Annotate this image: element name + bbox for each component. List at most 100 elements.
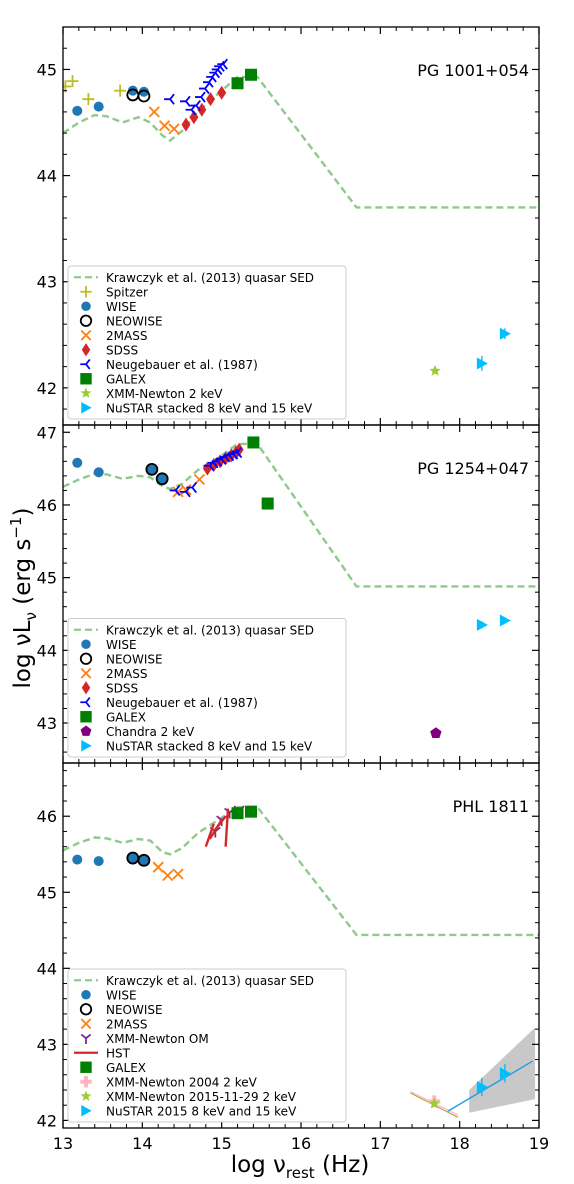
legend-label: XMM-Newton OM: [106, 1032, 209, 1046]
y-tick-label: 44: [37, 641, 57, 660]
series-galex: [231, 68, 258, 90]
legend-label: Krawczyk et al. (2013) quasar SED: [106, 623, 314, 637]
legend-label: NEOWISE: [106, 1003, 163, 1017]
series-neowise: [126, 88, 151, 103]
legend-marker: [79, 652, 93, 665]
legend-marker: [80, 1090, 92, 1101]
panel-1: 42 43 44 45 PG 1001+054 Krawczyk et al. (2013…: [37, 26, 540, 426]
legend-box: [67, 618, 347, 758]
y-tick-label: 44: [37, 959, 57, 978]
x-tick-label: 19: [529, 1134, 549, 1153]
y-tick-label: 46: [37, 496, 57, 515]
legend-marker: [81, 1105, 92, 1117]
data-point: [430, 727, 442, 739]
y-axis-label-main: log νL: [10, 620, 36, 688]
series-nustar-stacked-8-kev-and-15-kev: [476, 614, 511, 631]
data-point: [429, 364, 441, 376]
data-point: [155, 472, 169, 486]
panel-3: 42 43 44 45 46 PHL 1811 Krawczyk et al. (2013)…: [37, 762, 540, 1130]
data-point: [127, 853, 138, 864]
data-point: [231, 447, 243, 459]
data-point: [114, 84, 127, 97]
data-point: [93, 856, 104, 867]
series-galex: [231, 805, 258, 820]
data-point: [247, 436, 260, 449]
y-tick-label: 45: [37, 569, 57, 588]
data-point: [189, 110, 199, 125]
legend-marker: [81, 402, 92, 414]
series-galex: [247, 436, 274, 510]
legend-label: XMM-Newton 2 keV: [106, 387, 223, 401]
data-point: [499, 614, 511, 627]
legend-label: HST: [106, 1046, 131, 1060]
data-point: [195, 91, 206, 103]
legend-marker: [80, 1076, 92, 1088]
y-axis-label: log νLν (erg s−1): [7, 508, 40, 689]
legend-marker: [80, 286, 92, 298]
x-axis-label: log νrest (Hz): [231, 1152, 370, 1182]
data-point: [499, 1067, 511, 1080]
legend-marker: [81, 681, 91, 695]
y-tick-label: 44: [37, 167, 57, 186]
data-point: [206, 92, 216, 107]
data-point: [146, 464, 157, 475]
legend-marker: [80, 387, 92, 398]
data-point: [179, 95, 191, 107]
legend-marker: [81, 740, 92, 752]
data-point: [169, 484, 181, 496]
data-point: [72, 854, 83, 865]
series-neowise: [126, 851, 151, 867]
legend-label: SDSS: [106, 343, 138, 357]
legend-marker: [79, 1003, 93, 1016]
legend-box: [67, 968, 347, 1123]
data-point: [199, 82, 210, 95]
data-point: [145, 462, 159, 476]
hst-segment: [204, 823, 215, 848]
legend: Krawczyk et al. (2013) quasar SEDWISENEO…: [67, 968, 347, 1123]
series-wise: [72, 457, 168, 484]
legend-label: NuSTAR 2015 8 keV and 15 keV: [106, 1104, 297, 1118]
legend-label: NEOWISE: [106, 314, 163, 328]
data-point: [476, 1080, 488, 1093]
series-wise: [72, 85, 149, 116]
data-point: [245, 805, 258, 818]
legend-marker: [80, 358, 91, 370]
legend-label: WISE: [106, 300, 137, 314]
legend-label: Neugebauer et al. (1987): [106, 696, 258, 710]
legend: Krawczyk et al. (2013) quasar SEDWISENEO…: [67, 618, 347, 758]
x-tick-label: 18: [449, 1134, 469, 1153]
data-point: [172, 486, 184, 498]
data-point: [197, 102, 207, 117]
series-2mass: [152, 861, 184, 882]
x-tick-label: 17: [370, 1134, 390, 1153]
legend-label: WISE: [106, 988, 137, 1002]
series-2mass: [148, 106, 180, 135]
legend-label: Spitzer: [106, 285, 148, 299]
x-tick-label: 16: [291, 1134, 311, 1153]
x-tick-label: 13: [53, 1134, 73, 1153]
y-tick-label: 43: [37, 273, 57, 292]
y-tick-label: 45: [37, 883, 57, 902]
legend-label: GALEX: [106, 710, 146, 724]
legend-label: Krawczyk et al. (2013) quasar SED: [106, 974, 314, 988]
series-hst: [204, 808, 230, 848]
data-point: [93, 467, 104, 478]
data-point: [181, 117, 191, 132]
data-point: [72, 105, 83, 116]
legend-label: 2MASS: [106, 667, 147, 681]
legend-marker: [81, 639, 91, 649]
data-point: [127, 85, 138, 96]
data-point: [231, 807, 244, 820]
data-point: [476, 618, 488, 631]
y-axis-label-close: ): [10, 508, 36, 517]
data-point: [157, 473, 168, 484]
legend: Krawczyk et al. (2013) quasar SEDSpitzer…: [67, 265, 347, 420]
series-chandra-2-kev: [430, 727, 442, 739]
panel-title: PHL 1811: [453, 797, 529, 816]
legend-label: SDSS: [106, 681, 138, 695]
legend-marker: [80, 1061, 92, 1073]
legend-marker: [79, 314, 93, 327]
data-point: [148, 106, 160, 118]
y-axis-label-exp: −1: [7, 517, 25, 539]
legend-label: NEOWISE: [106, 652, 163, 666]
